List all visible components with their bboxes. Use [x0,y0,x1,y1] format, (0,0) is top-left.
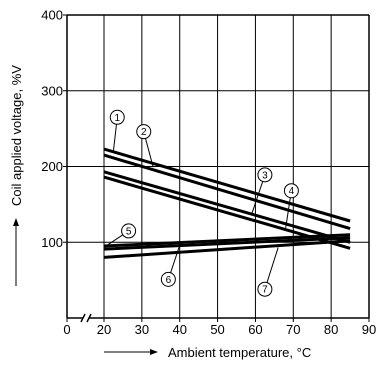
x-tick-label-80: 80 [324,322,338,337]
callouts: 1① 2② 3③ 4④ 5⑤ 6⑥ 7⑦ [105,109,299,297]
callout-circle-4 [283,183,299,199]
x-axis-arrow-head [150,349,158,355]
callout-label-4: 4④ [289,186,295,197]
callout-leader-3 [251,181,264,215]
series-line-2 [103,153,351,231]
callout-label-6: 6⑥ [166,275,172,286]
series-line-5 [103,233,351,248]
series-lines [103,147,351,259]
axis-titles: Ambient temperature, °C Coil applied vol… [9,65,311,360]
callout-leader-4 [285,197,291,228]
series-line-6 [103,236,351,251]
y-tick-label-300: 300 [41,83,63,98]
series-line-3 [103,170,351,244]
y-tick-label-400: 400 [41,8,63,23]
callout-circle-1 [109,109,125,125]
callout-circle-5 [121,223,137,239]
x-tick-label-20: 20 [97,322,111,337]
x-tick-label-30: 30 [135,322,149,337]
x-tick-label-0: 0 [63,322,70,337]
callout-leader-2 [145,138,154,168]
series-line-7 [103,239,351,259]
callout-leader-7 [266,247,279,283]
y-tick-label-200: 200 [41,159,63,174]
callout-circle-7 [257,281,273,297]
axes [13,14,370,355]
callout-label-2: 2② [141,127,147,138]
y-axis-title: Coil applied voltage, %V [9,65,24,206]
x-tick-label-90: 90 [362,322,376,337]
callout-leader-1 [112,124,117,151]
callout-label-3: 3③ [262,170,268,181]
callout-circle-3 [257,167,273,183]
callout-circle-2 [136,124,152,140]
x-tick-label-40: 40 [172,322,186,337]
callout-label-7: 7⑦ [262,285,268,296]
y-axis-arrow-head [13,218,19,226]
x-tick-label-70: 70 [286,322,300,337]
callout-leader-6 [170,245,181,273]
callout-leader-5 [105,234,124,247]
callout-circle-6 [160,271,176,287]
x-tick-label-60: 60 [248,322,262,337]
x-axis-title: Ambient temperature, °C [168,345,311,360]
grid [67,15,369,318]
series-line-1 [103,147,351,223]
x-tick-label-50: 50 [210,322,224,337]
callout-label-5: 5⑤ [126,226,132,237]
y-tick-label-100: 100 [41,235,63,250]
tick-labels: 0 20 30 40 50 60 70 80 90 100 200 300 400 [41,8,376,338]
axis-break-mark-2 [86,313,92,323]
callout-label-1: 1① [114,113,120,124]
axis-break-mark-1 [80,313,86,323]
